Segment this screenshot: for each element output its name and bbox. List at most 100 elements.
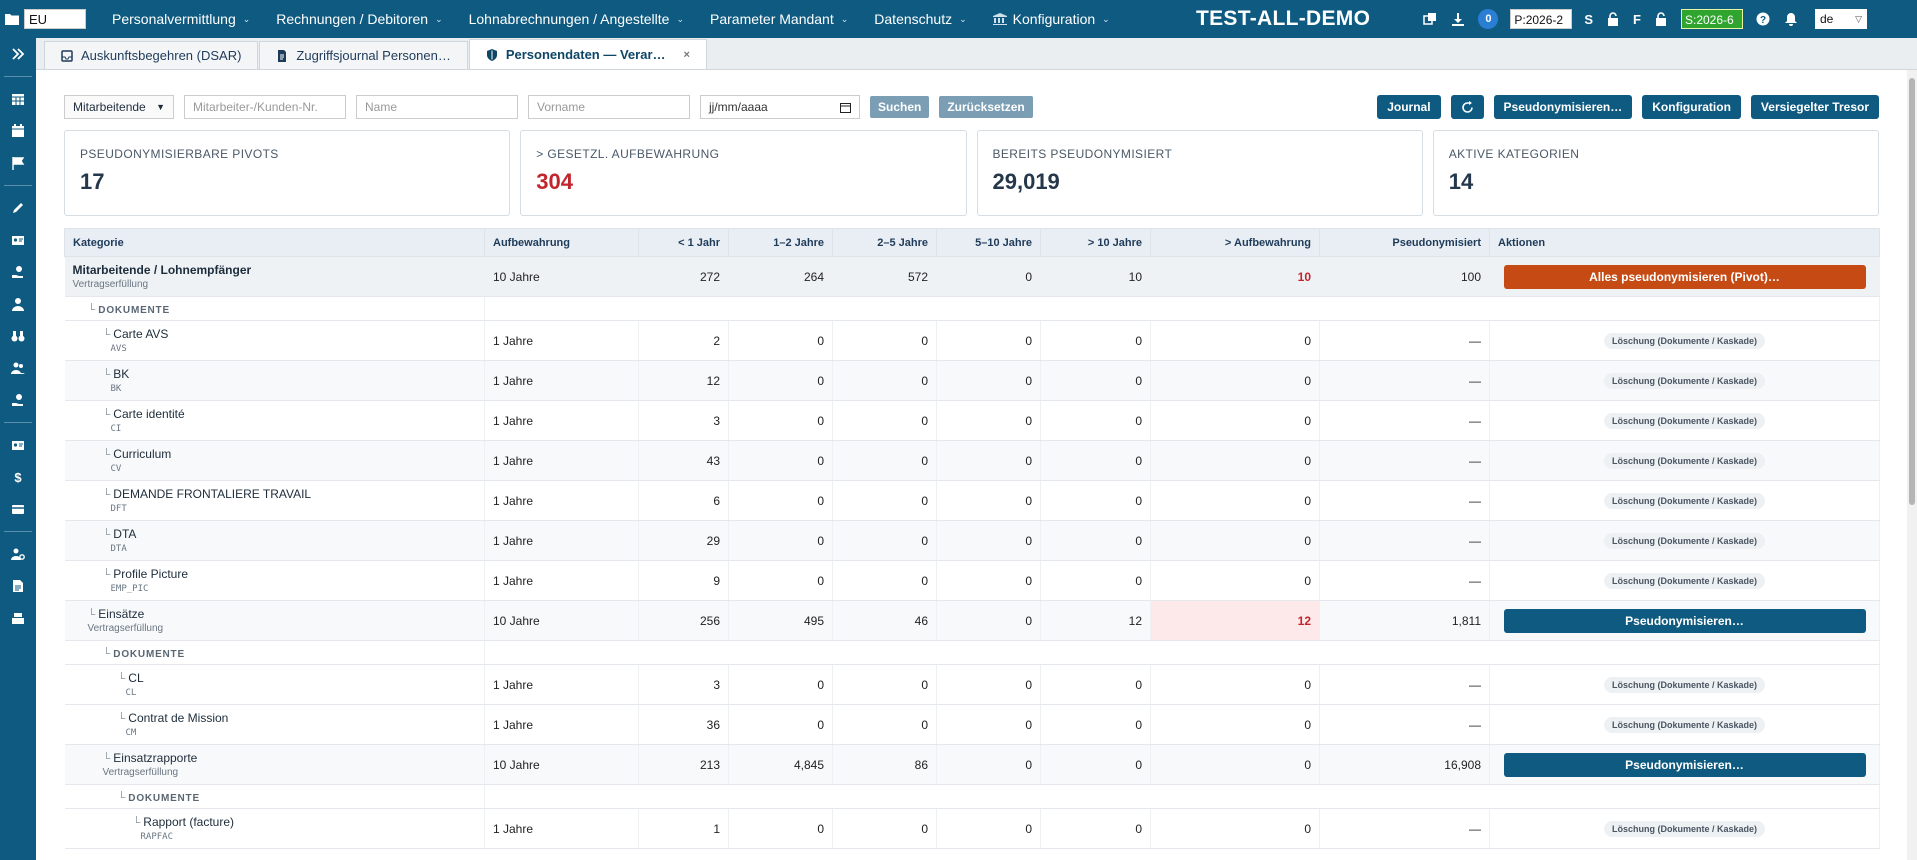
- row-code: EMP_PIC: [110, 584, 149, 594]
- journal-button[interactable]: Journal: [1377, 95, 1441, 119]
- firstname-input[interactable]: Vorname: [528, 95, 690, 119]
- retention-cell: 1 Jahre: [484, 664, 639, 705]
- pseudonymize-button[interactable]: Pseudonymisieren…: [1493, 95, 1633, 119]
- binoculars-icon[interactable]: [0, 320, 36, 352]
- count-cell: 0: [936, 360, 1041, 401]
- pencil-icon[interactable]: [0, 192, 36, 224]
- number-input[interactable]: Mitarbeiter-/Kunden-Nr.: [184, 95, 346, 119]
- delete-cascade-badge[interactable]: Löschung (Dokumente / Kaskade): [1603, 676, 1766, 693]
- col-over-retention[interactable]: > Aufbewahrung: [1150, 228, 1320, 257]
- tab-access-journal[interactable]: Zugriffsjournal Personen…: [259, 41, 468, 69]
- pseudonymize-all-pivot-button[interactable]: Alles pseudonymisieren (Pivot)…: [1503, 264, 1866, 289]
- calendar-icon[interactable]: [0, 115, 36, 147]
- count-cell: 0: [1150, 744, 1320, 785]
- col-pseudonymized[interactable]: Pseudonymisiert: [1319, 228, 1490, 257]
- count-cell: 272: [638, 256, 729, 297]
- count-cell: 572: [832, 256, 937, 297]
- col-1-2[interactable]: 1–2 Jahre: [728, 228, 833, 257]
- delete-cascade-badge[interactable]: Löschung (Dokumente / Kaskade): [1603, 572, 1766, 589]
- pseudonymize-row-button[interactable]: Pseudonymisieren…: [1503, 752, 1866, 777]
- col-kategorie[interactable]: Kategorie: [64, 228, 485, 257]
- sidebar-divider: [4, 76, 32, 77]
- document-icon[interactable]: [0, 570, 36, 602]
- help-icon[interactable]: ?: [1755, 11, 1771, 27]
- s-toggle[interactable]: S: [1584, 11, 1594, 27]
- f-toggle[interactable]: F: [1633, 11, 1641, 27]
- scrollbar-thumb[interactable]: [1909, 78, 1915, 505]
- bell-icon[interactable]: [1783, 11, 1799, 27]
- delete-cascade-badge[interactable]: Löschung (Dokumente / Kaskade): [1603, 492, 1766, 509]
- language-select[interactable]: de ▽: [1815, 9, 1867, 29]
- dollar-icon[interactable]: $: [0, 461, 36, 493]
- sealed-vault-button[interactable]: Versiegelter Tresor: [1750, 95, 1879, 119]
- row-code: CL: [125, 688, 137, 698]
- delete-cascade-badge[interactable]: Löschung (Dokumente / Kaskade): [1603, 372, 1766, 389]
- delete-cascade-badge[interactable]: Löschung (Dokumente / Kaskade): [1603, 716, 1766, 733]
- count-cell: 1: [638, 808, 729, 849]
- reset-button[interactable]: Zurücksetzen: [939, 96, 1033, 118]
- delete-cascade-badge[interactable]: Löschung (Dokumente / Kaskade): [1603, 332, 1766, 349]
- count-cell: 0: [936, 256, 1041, 297]
- hand-money-icon[interactable]: [0, 256, 36, 288]
- pseudonymized-cell: 16,908: [1319, 744, 1490, 785]
- unlock-icon[interactable]: [1605, 11, 1621, 27]
- chevron-down-icon: ⌄: [242, 13, 251, 24]
- type-select[interactable]: Mitarbeitende ▼: [64, 95, 174, 119]
- name-input[interactable]: Name: [356, 95, 518, 119]
- salary-period-input[interactable]: S:2026-6: [1681, 9, 1743, 29]
- col-gt10[interactable]: > 10 Jahre: [1040, 228, 1151, 257]
- user-icon[interactable]: [0, 288, 36, 320]
- users-icon[interactable]: [0, 352, 36, 384]
- expand-sidebar-icon[interactable]: [0, 38, 36, 70]
- count-cell: 0: [832, 560, 937, 601]
- menu-parameter-mandant[interactable]: Parameter Mandant ⌄: [710, 11, 849, 27]
- copy-icon[interactable]: [1422, 11, 1438, 27]
- id-card-icon[interactable]: [0, 224, 36, 256]
- row-code: DFT: [110, 504, 127, 514]
- menu-lohnabrechnungen[interactable]: Lohnabrechnungen / Angestellte ⌄: [468, 11, 684, 27]
- hand-coin-icon[interactable]: [0, 384, 36, 416]
- tree-branch-icon: └: [102, 329, 111, 341]
- flag-icon[interactable]: [0, 147, 36, 179]
- delete-cascade-badge[interactable]: Löschung (Dokumente / Kaskade): [1603, 452, 1766, 469]
- col-lt1[interactable]: < 1 Jahr: [638, 228, 729, 257]
- period-input[interactable]: P:2026-2: [1510, 9, 1573, 29]
- date-input[interactable]: jj/mm/aaaa: [700, 95, 860, 119]
- col-2-5[interactable]: 2–5 Jahre: [832, 228, 937, 257]
- count-cell: 0: [1040, 440, 1151, 481]
- cash-register-icon[interactable]: [0, 602, 36, 634]
- close-tab-icon[interactable]: ×: [683, 48, 690, 61]
- retention-cell: 1 Jahre: [484, 480, 639, 521]
- calendar-grid-icon[interactable]: [0, 83, 36, 115]
- menu-konfiguration[interactable]: Konfiguration ⌄: [992, 11, 1110, 27]
- menu-rechnungen[interactable]: Rechnungen / Debitoren ⌄: [276, 11, 443, 27]
- count-cell: 264: [728, 256, 833, 297]
- menu-personalvermittlung[interactable]: Personalvermittlung ⌄: [112, 11, 251, 27]
- unlock-icon[interactable]: [1653, 11, 1669, 27]
- refresh-button[interactable]: [1450, 95, 1484, 119]
- contact-card-icon[interactable]: [0, 429, 36, 461]
- row-code: CV: [110, 464, 122, 474]
- retention-cell: 10 Jahre: [484, 744, 639, 785]
- wallet-icon[interactable]: [0, 493, 36, 525]
- vertical-scrollbar[interactable]: [1907, 70, 1917, 860]
- notification-count-badge[interactable]: 0: [1478, 9, 1499, 29]
- delete-cascade-badge[interactable]: Löschung (Dokumente / Kaskade): [1603, 532, 1766, 549]
- folder-icon[interactable]: [0, 0, 24, 38]
- documents-group-header: └ DOKUMENTE: [64, 640, 1880, 665]
- delete-cascade-badge[interactable]: Löschung (Dokumente / Kaskade): [1603, 412, 1766, 429]
- delete-cascade-badge[interactable]: Löschung (Dokumente / Kaskade): [1603, 820, 1766, 837]
- menu-datenschutz[interactable]: Datenschutz ⌄: [874, 11, 967, 27]
- count-cell: 0: [936, 440, 1041, 481]
- col-aufbewahrung[interactable]: Aufbewahrung: [484, 228, 639, 257]
- download-icon[interactable]: [1450, 11, 1466, 27]
- search-button[interactable]: Suchen: [870, 96, 930, 118]
- pseudonymize-row-button[interactable]: Pseudonymisieren…: [1503, 608, 1866, 633]
- user-settings-icon[interactable]: [0, 538, 36, 570]
- configuration-button[interactable]: Konfiguration: [1642, 95, 1741, 119]
- col-5-10[interactable]: 5–10 Jahre: [936, 228, 1041, 257]
- row-legal-basis: Vertragserfüllung: [102, 767, 179, 778]
- tab-personal-data[interactable]: Personendaten — Verar… ×: [468, 39, 707, 69]
- tab-dsar[interactable]: Auskunftsbegehren (DSAR): [44, 41, 259, 69]
- client-input[interactable]: EU: [24, 9, 86, 29]
